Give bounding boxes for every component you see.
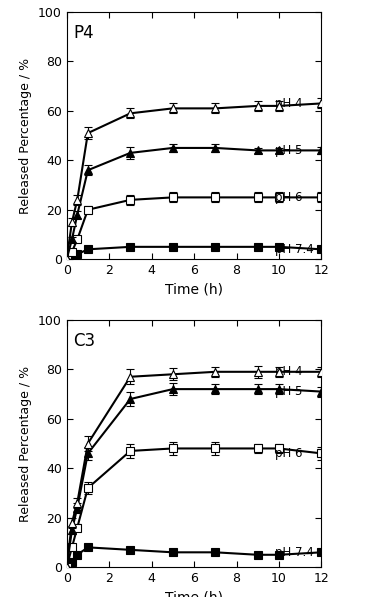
- X-axis label: Time (h): Time (h): [165, 282, 223, 297]
- Text: pH 7.4: pH 7.4: [275, 546, 314, 559]
- Text: pH 5: pH 5: [275, 385, 302, 398]
- Text: pH 5: pH 5: [275, 144, 302, 157]
- Text: pH 7.4: pH 7.4: [275, 243, 314, 256]
- Y-axis label: Released Percentage / %: Released Percentage / %: [19, 57, 33, 214]
- Text: pH 4: pH 4: [275, 365, 302, 378]
- X-axis label: Time (h): Time (h): [165, 590, 223, 597]
- Text: pH 4: pH 4: [275, 97, 302, 110]
- Text: C3: C3: [73, 333, 95, 350]
- Y-axis label: Released Percentage / %: Released Percentage / %: [19, 365, 33, 522]
- Text: pH 6: pH 6: [275, 447, 302, 460]
- Text: pH 6: pH 6: [275, 191, 302, 204]
- Text: P4: P4: [73, 24, 94, 42]
